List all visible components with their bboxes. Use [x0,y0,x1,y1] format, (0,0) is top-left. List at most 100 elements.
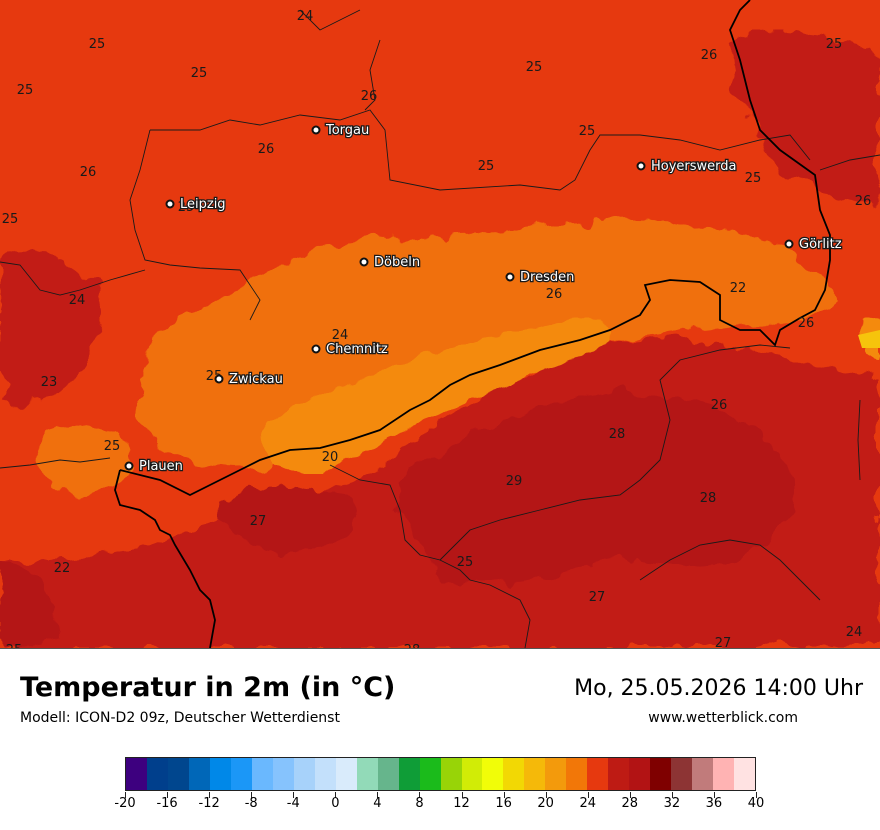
temperature-value: 26 [701,48,718,63]
color-scale-cell [209,758,231,790]
temperature-value: 28 [700,491,717,506]
city-dot [214,374,224,384]
temp-field-hotter [398,391,793,583]
temperature-value: 28 [404,643,421,648]
scale-tick-mark [209,792,211,798]
temperature-value: 26 [258,142,275,157]
scale-tick-mark [251,792,253,798]
city-label: Dresden [520,270,574,285]
city-dot [165,199,175,209]
temperature-value: 26 [80,165,97,180]
temperature-value: 25 [826,37,843,52]
color-scale-cell [230,758,252,790]
temperature-value: 25 [579,124,596,139]
scale-tick-label: 40 [747,796,765,811]
forecast-datetime: Mo, 25.05.2026 14:00 Uhr [574,676,863,701]
scale-tick-label: -4 [286,796,300,811]
city-marker-dresden[interactable]: Dresden [505,269,576,286]
temperature-value: 25 [526,60,543,75]
temperature-value: 22 [730,281,747,296]
scale-tick-mark [629,792,631,798]
temperature-value: 26 [798,316,815,331]
scale-tick-label: 24 [579,796,596,811]
color-scale-cell [524,758,546,790]
scale-tick-mark [419,792,421,798]
color-scale-cell [650,758,672,790]
color-scale-cell [188,758,210,790]
color-scale-cell [608,758,630,790]
city-label: Chemnitz [326,342,388,357]
color-scale-legend [125,757,756,791]
city-label: Plauen [139,459,183,474]
city-dot [311,344,321,354]
temperature-value: 26 [711,398,728,413]
city-label: Leipzig [180,197,226,212]
scale-tick-label: -8 [244,796,258,811]
city-marker-torgau[interactable]: Torgau [311,122,371,139]
color-scale-cell [503,758,525,790]
color-scale-cell [398,758,420,790]
city-marker-doebeln[interactable]: Döbeln [359,254,421,271]
scale-tick-mark [503,792,505,798]
temperature-map[interactable]: 24 25 25 25 26 25 26 25 25 26 26 25 25 26 25 25 26 22 24 24… [0,0,880,649]
temperature-value: 25 [6,643,23,648]
temperature-value: 25 [457,555,474,570]
temperature-values: 24 25 25 25 26 25 26 25 25 26 26 25 25 26 25 25 26 22 24 24… [2,9,872,648]
scale-tick-label: 32 [663,796,681,811]
scale-tick-label: 16 [495,796,512,811]
temperature-value: 29 [506,474,523,489]
city-label: Döbeln [374,255,420,270]
temp-field-warm [39,425,133,496]
temperature-value: 25 [178,200,195,215]
city-marker-plauen[interactable]: Plauen [124,458,184,475]
temperature-value: 27 [250,514,267,529]
color-scale-cell [545,758,567,790]
scale-tick-mark [671,792,673,798]
city-marker-chemnitz[interactable]: Chemnitz [311,341,389,358]
temperature-value: 27 [715,636,732,648]
color-scale-cell [440,758,462,790]
city-dot [124,461,134,471]
city-dot [784,239,794,249]
temp-field-hot [0,249,102,403]
scale-tick-mark [125,792,126,798]
temp-field-hot [727,29,880,202]
city-dot [505,272,515,282]
scale-tick-mark [756,792,757,798]
city-marker-leipzig[interactable]: Leipzig [165,196,227,213]
city-dot [359,257,369,267]
color-scale-cell [734,758,756,790]
scale-tick-mark [713,792,715,798]
temp-field-hotter [218,486,357,551]
temperature-value: 28 [609,427,626,442]
temperature-value: 26 [546,287,563,302]
city-marker-zwickau[interactable]: Zwickau [214,371,284,388]
temperature-value: 24 [297,9,314,24]
city-label: Zwickau [229,372,283,387]
scale-tick-mark [461,792,463,798]
temperature-value: 25 [89,37,106,52]
map-footer [0,649,880,830]
color-scale-cell [377,758,399,790]
model-source-text: Modell: ICON-D2 09z, Deutscher Wetterdie… [20,710,340,726]
scale-tick-label: 28 [621,796,639,811]
temperature-value: 20 [322,450,339,465]
scale-tick-mark [377,792,379,798]
temperature-value: 26 [855,194,872,209]
temp-field-yellow [858,330,880,348]
temperature-value: 24 [332,328,349,343]
temperature-value: 25 [17,83,34,98]
color-scale-cell [314,758,336,790]
color-scale-cell [587,758,609,790]
scale-tick-label: 36 [705,796,723,811]
temperature-value: 24 [69,293,86,308]
city-label: Hoyerswerda [651,159,737,174]
color-scale-cell [419,758,441,790]
website-link[interactable]: www.wetterblick.com [648,710,798,726]
city-marker-goerlitz[interactable]: Görlitz [784,236,843,253]
color-scale-cell [356,758,378,790]
scale-tick-label: 12 [453,796,470,811]
city-label: Torgau [325,123,369,138]
city-marker-hoyerswerda[interactable]: Hoyerswerda [636,158,738,175]
color-scale-cell [566,758,588,790]
